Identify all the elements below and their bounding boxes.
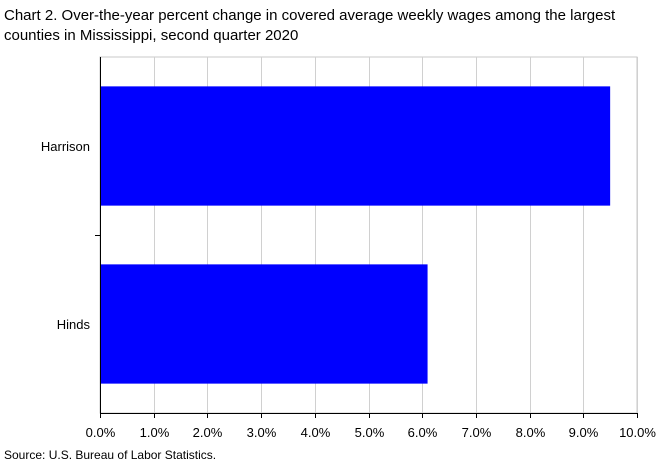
category-label-harrison: Harrison bbox=[41, 139, 90, 154]
axes bbox=[95, 57, 638, 418]
x-tick-label: 3.0% bbox=[247, 425, 277, 440]
source-note: Source: U.S. Bureau of Labor Statistics. bbox=[4, 448, 217, 462]
chart-title: Chart 2. Over-the-year percent change in… bbox=[4, 7, 616, 44]
x-tick-label: 0.0% bbox=[86, 425, 116, 440]
x-tick-label: 9.0% bbox=[569, 425, 599, 440]
x-tick-label: 1.0% bbox=[140, 425, 170, 440]
x-tick-label: 4.0% bbox=[301, 425, 331, 440]
x-tick-label: 2.0% bbox=[193, 425, 223, 440]
x-tick-label: 10.0% bbox=[619, 425, 656, 440]
bars bbox=[100, 86, 611, 384]
x-tick-label: 5.0% bbox=[355, 425, 385, 440]
bar-harrison bbox=[100, 86, 611, 206]
x-tick-label: 7.0% bbox=[462, 425, 492, 440]
x-tick-label: 6.0% bbox=[408, 425, 438, 440]
x-tick-label: 8.0% bbox=[516, 425, 546, 440]
x-tick-labels: 0.0% 1.0% 2.0% 3.0% 4.0% 5.0% 6.0% 7.0% 8.0% 9.0%… bbox=[86, 425, 657, 440]
category-label-hinds: Hinds bbox=[57, 317, 91, 332]
bar-hinds bbox=[100, 264, 428, 384]
category-labels: Harrison Hinds bbox=[41, 139, 91, 332]
